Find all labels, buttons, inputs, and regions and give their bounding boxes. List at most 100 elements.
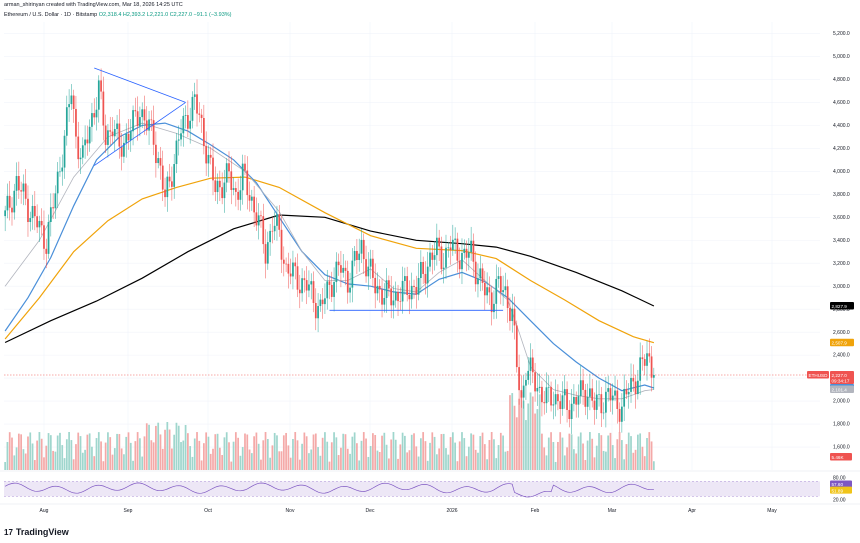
volume-bar: [397, 458, 399, 470]
candle-body: [467, 252, 470, 258]
volume-bar: [493, 439, 495, 470]
candle-body: [456, 238, 459, 261]
volume-bar: [223, 437, 226, 470]
volume-bar: [595, 445, 598, 470]
candle-body: [408, 294, 411, 300]
candle-body: [136, 111, 139, 127]
volume-bar: [191, 456, 194, 470]
volume-bar: [321, 437, 324, 470]
volume-bar: [214, 434, 217, 470]
volume-bar: [296, 440, 299, 470]
candle-body: [454, 238, 456, 240]
volume-bar: [621, 440, 623, 470]
candle-body: [168, 176, 171, 182]
candle-body: [340, 265, 342, 273]
candle-body: [426, 266, 429, 284]
candle-body: [566, 389, 568, 410]
volume-bar: [264, 432, 267, 470]
rsi-value-bg: [830, 486, 852, 494]
volume-bar: [134, 441, 137, 470]
candle-body: [568, 409, 571, 420]
volume-bar: [451, 432, 454, 470]
volume-bar: [276, 435, 278, 470]
x-tick-label: Dec: [366, 508, 375, 514]
volume-bar: [187, 433, 189, 470]
volume-bar: [515, 417, 518, 470]
volume-bar: [27, 436, 29, 470]
candle-body: [317, 306, 319, 319]
candle-body: [447, 247, 450, 249]
volume-bar: [22, 449, 25, 470]
candle-body: [483, 282, 486, 296]
volume-bar: [17, 433, 20, 470]
candle-body: [518, 367, 520, 391]
candle-body: [372, 258, 374, 278]
volume-bar: [483, 444, 486, 470]
symbol-name[interactable]: Ethereum / U.S. Dollar · 1D · Bitstamp: [4, 12, 98, 18]
volume-bar: [413, 433, 415, 470]
author-line: arman_shirinyan created with TradingView…: [4, 2, 183, 8]
volume-bar: [262, 440, 265, 470]
candle-body: [63, 135, 66, 168]
candle-body: [646, 353, 648, 366]
volume-bar: [563, 455, 566, 470]
volume-bar: [255, 432, 258, 470]
tradingview-logo: 17 TradingView: [4, 527, 69, 537]
volume-bar: [538, 394, 541, 470]
candle-body: [502, 290, 504, 293]
candle-body: [509, 308, 511, 322]
volume-bar: [440, 434, 443, 470]
candle-body: [520, 390, 523, 398]
candle-body: [641, 357, 644, 360]
volume-bar: [282, 435, 285, 470]
candle-body: [250, 196, 253, 201]
candle-body: [189, 120, 192, 129]
candle-body: [634, 381, 637, 395]
candle-body: [573, 397, 575, 404]
candle-body: [527, 370, 530, 380]
candle-body: [652, 375, 655, 378]
volume-bar: [495, 458, 498, 470]
volume-bar: [490, 432, 493, 470]
candle-body: [342, 267, 345, 273]
y-tick-label: 2,400.0: [833, 353, 850, 359]
volume-bar: [136, 432, 139, 470]
rsi-tick-label: 80.00: [833, 475, 846, 481]
volume-bar: [470, 433, 472, 470]
volume-bar: [310, 449, 313, 470]
volume-bar: [520, 392, 523, 470]
candle-body: [639, 357, 642, 381]
candle-body: [410, 285, 413, 300]
volume-bar: [641, 446, 644, 470]
candle-body: [420, 261, 422, 279]
candle-body: [369, 258, 372, 267]
candle-body: [47, 221, 50, 254]
y-tick-label: 1,800.0: [833, 422, 850, 428]
volume-bar: [499, 432, 502, 470]
volume-bar: [639, 433, 642, 470]
volume-bar: [49, 435, 52, 470]
volume-bar: [314, 433, 317, 470]
volume-bar: [600, 435, 603, 470]
candle-body: [543, 402, 546, 404]
volume-bar: [646, 438, 648, 470]
candle-body: [413, 285, 415, 288]
volume-bar: [303, 432, 306, 470]
candle-body: [221, 187, 224, 199]
volume-bar: [568, 433, 571, 470]
candle-body: [365, 259, 367, 277]
candle-body: [95, 109, 98, 118]
candle-body: [253, 196, 255, 213]
candle-body: [319, 299, 322, 307]
volume-bar: [634, 449, 637, 470]
volume-bar: [429, 442, 431, 470]
candle-body: [214, 180, 217, 193]
volume-bar: [369, 446, 372, 470]
candle-body: [445, 247, 447, 268]
candle-body: [477, 278, 479, 285]
candle-body: [56, 171, 59, 194]
candle-body: [490, 292, 493, 313]
volume-bar: [625, 444, 628, 470]
candle-body: [362, 239, 365, 260]
